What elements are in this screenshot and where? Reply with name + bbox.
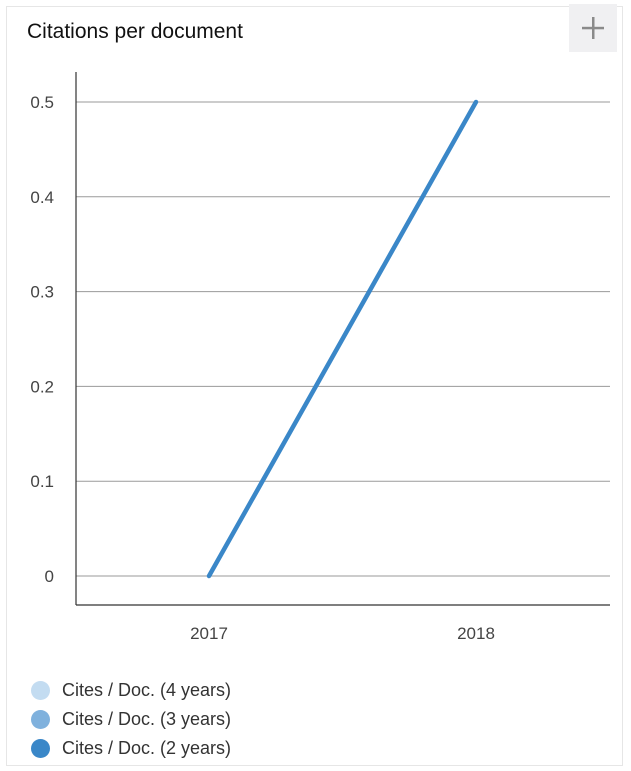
- expand-button[interactable]: [569, 4, 617, 52]
- y-tick-label: 0.5: [30, 93, 54, 112]
- legend-swatch: [31, 681, 50, 700]
- y-axis-ticks: 0 0.1 0.2 0.3 0.4 0.5: [30, 93, 54, 586]
- legend-swatch: [31, 739, 50, 758]
- legend-item[interactable]: Cites / Doc. (4 years): [31, 676, 231, 705]
- legend-swatch: [31, 710, 50, 729]
- series-lines: [206, 99, 479, 579]
- legend-item[interactable]: Cites / Doc. (2 years): [31, 734, 231, 763]
- axes: [75, 72, 610, 606]
- line-chart: 0 0.1 0.2 0.3 0.4 0.5 2017 2018: [30, 72, 610, 643]
- legend: Cites / Doc. (4 years) Cites / Doc. (3 ye…: [31, 676, 231, 763]
- x-tick-label: 2017: [190, 624, 228, 643]
- legend-item[interactable]: Cites / Doc. (3 years): [31, 705, 231, 734]
- y-tick-label: 0.3: [30, 283, 54, 302]
- legend-label: Cites / Doc. (3 years): [62, 709, 232, 729]
- legend-label: Cites / Doc. (4 years): [62, 680, 232, 700]
- y-tick-label: 0.1: [30, 472, 54, 491]
- y-tick-label: 0.2: [30, 377, 54, 396]
- series-line: [206, 99, 479, 579]
- grid-lines: [76, 101, 610, 577]
- plus-icon: [582, 17, 604, 39]
- x-tick-label: 2018: [457, 624, 495, 643]
- legend-label: Cites / Doc. (2 years): [62, 738, 232, 758]
- y-tick-label: 0.4: [30, 188, 54, 207]
- chart-title: Citations per document: [27, 20, 243, 43]
- x-axis-ticks: 2017 2018: [190, 624, 495, 643]
- y-tick-label: 0: [45, 567, 54, 586]
